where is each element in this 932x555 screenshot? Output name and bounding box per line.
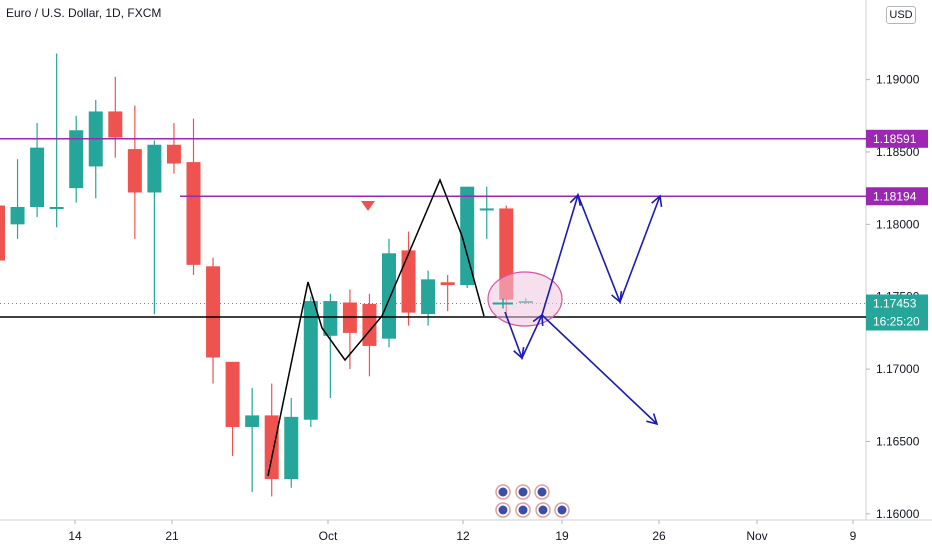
x-tick-label: Nov [746,529,767,543]
bullish-projection-path[interactable] [504,192,661,361]
candle[interactable] [0,177,5,319]
y-tick-label: 1.17000 [876,362,920,376]
candle-body [108,111,123,138]
economic-event-icon[interactable] [554,502,570,518]
candle[interactable] [49,53,64,228]
candle[interactable] [166,123,181,174]
candle-body [382,253,396,339]
y-tick-label: 1.16000 [876,507,920,521]
x-tick-label: 14 [68,529,82,543]
candle-body [225,361,240,427]
y-tick-label: 1.16500 [876,434,920,448]
chart-title: Euro / U.S. Dollar, 1D, FXCM [6,6,162,20]
candle-body [284,416,299,480]
y-tick-label: 1.19000 [876,73,920,87]
candle[interactable] [382,238,396,348]
x-tick-label: 19 [555,529,569,543]
candle-body [127,149,142,193]
level-price-tag [866,187,928,206]
candle[interactable] [323,293,338,399]
candle-body [245,415,260,427]
candle-body [10,206,25,225]
candle[interactable] [401,231,416,326]
y-tick-label: 1.18500 [876,145,920,159]
x-tick-label: 9 [850,529,857,543]
candle[interactable] [108,76,123,158]
candle[interactable] [10,159,25,239]
level-price-label: 1.18591 [873,132,917,146]
candle-body [264,415,279,480]
economic-event-icon[interactable] [515,502,531,518]
sell-marker-icon [361,201,375,211]
highlight-ellipse[interactable] [487,271,563,327]
candle-body [147,144,162,193]
candle[interactable] [225,361,240,456]
candle-body [401,250,416,313]
candle-body [421,279,436,315]
x-tick-label: 26 [652,529,666,543]
arrow-head-icon [532,313,544,327]
arrow-head-icon [646,413,659,426]
candle-body [460,186,475,286]
candle-body [440,282,455,286]
price-axis-background[interactable] [866,0,932,550]
economic-event-icon[interactable] [515,484,531,500]
candle[interactable] [284,398,299,488]
candle-body [186,162,201,265]
candle-body [69,130,84,189]
candle[interactable] [264,383,279,497]
y-tick-label: 1.18000 [876,217,920,231]
arrow-head-icon [651,194,663,208]
candle-body [206,266,221,358]
candle[interactable] [303,296,318,427]
x-tick-label: Oct [319,529,338,543]
bearish-projection-line[interactable] [541,314,658,425]
candle-body [479,208,494,211]
currency-button[interactable]: USD [886,6,916,24]
economic-event-icon[interactable] [534,484,550,500]
candle[interactable] [245,387,260,493]
last-price-tag [866,294,928,331]
candle[interactable] [362,293,377,377]
countdown-label: 16:25:20 [873,315,920,329]
economic-event-icon[interactable] [535,502,551,518]
candle[interactable] [69,115,84,203]
candle[interactable] [30,123,45,218]
arrow-head-icon [611,290,623,304]
x-tick-label: 21 [165,529,179,543]
economic-event-icon[interactable] [495,484,511,500]
trend-path[interactable] [267,178,485,477]
level-price-tag [866,129,928,148]
candle-body [49,206,64,209]
candle[interactable] [206,257,221,384]
candle-body [303,301,318,420]
candle[interactable] [147,140,162,315]
candle[interactable] [342,289,357,370]
candle[interactable] [88,99,103,199]
candle-body [30,147,45,207]
arrow-head-icon [513,347,525,360]
candle-body [0,205,5,261]
candle[interactable] [440,275,455,312]
candle[interactable] [460,186,475,289]
x-tick-label: 12 [456,529,470,543]
candle[interactable] [479,186,494,239]
last-price-label: 1.17453 [873,297,917,311]
candle-body [323,301,338,336]
arrow-head-icon [569,193,582,206]
level-price-label: 1.18194 [873,189,917,203]
candle[interactable] [127,105,142,239]
economic-event-icon[interactable] [495,502,511,518]
candle-body [166,144,181,164]
